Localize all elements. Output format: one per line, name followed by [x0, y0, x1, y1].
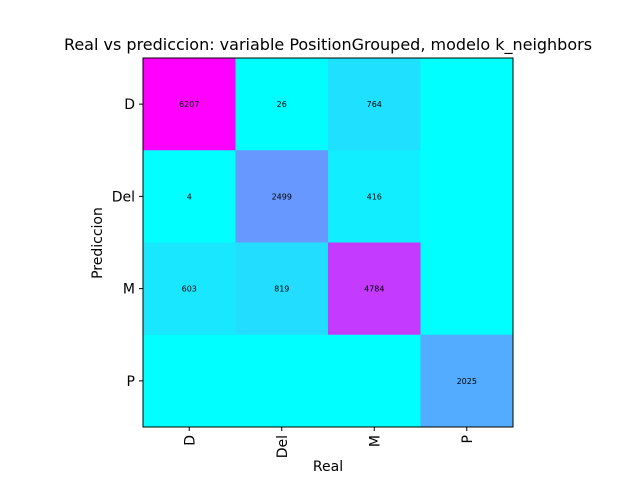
heatmap-cell-1-2: [328, 150, 421, 243]
cell-value-label-0-2: 764: [367, 100, 382, 109]
cell-value-label-1-2: 416: [367, 192, 382, 201]
x-tick-label-3: P: [460, 435, 476, 443]
cell-value-label-2-0: 603: [182, 285, 197, 294]
heatmap-cell-0-3: [420, 58, 514, 151]
heatmap-cell-0-0: [143, 58, 236, 151]
heatmap-cell-1-1: [235, 150, 329, 243]
plot-frame: [142, 57, 514, 428]
y-axis-label: Prediccion: [90, 207, 106, 279]
heatmap-cells: [143, 58, 514, 428]
heatmap-cell-0-1: [235, 58, 329, 151]
heatmap-cell-1-3: [420, 150, 514, 243]
cell-value-label-1-0: 4: [187, 192, 192, 201]
heatmap-cell-3-0: [143, 334, 236, 428]
x-tick-label-2: M: [367, 435, 383, 447]
x-tick-label-0: D: [182, 435, 198, 446]
x-tick-label-1: Del: [275, 435, 291, 458]
heatmap-cell-3-2: [328, 334, 421, 428]
heatmap-cell-3-1: [235, 334, 329, 428]
heatmap-cell-2-2: [328, 242, 421, 336]
cell-value-label-0-1: 26: [277, 100, 287, 109]
cell-value-label-2-2: 4784: [364, 285, 384, 294]
cell-value-label-1-1: 2499: [272, 192, 292, 201]
x-axis-ticks: D Del M P: [182, 427, 476, 458]
chart-title: Real vs prediccion: variable PositionGro…: [64, 35, 592, 55]
heatmap-cell-0-2: [328, 58, 421, 151]
y-tick-label-2: M: [123, 282, 135, 298]
heatmap-cell-1-0: [143, 150, 236, 243]
y-axis-ticks: D Del M P: [112, 97, 143, 390]
cell-value-label-3-3: 2025: [457, 377, 477, 386]
heatmap-cell-labels: 6207 26 764 4 2499 416 603 819 4784 2025: [179, 100, 477, 386]
y-tick-label-1: Del: [112, 189, 135, 205]
y-tick-label-3: P: [127, 374, 135, 390]
heatmap-cell-2-3: [420, 242, 514, 336]
cell-value-label-0-0: 6207: [179, 100, 199, 109]
y-tick-label-0: D: [124, 97, 135, 113]
heatmap-cell-3-3: [420, 334, 514, 428]
cell-value-label-2-1: 819: [274, 285, 289, 294]
x-axis-label: Real: [313, 459, 343, 475]
heatmap-cell-2-1: [235, 242, 329, 336]
heatmap-cell-2-0: [143, 242, 236, 336]
